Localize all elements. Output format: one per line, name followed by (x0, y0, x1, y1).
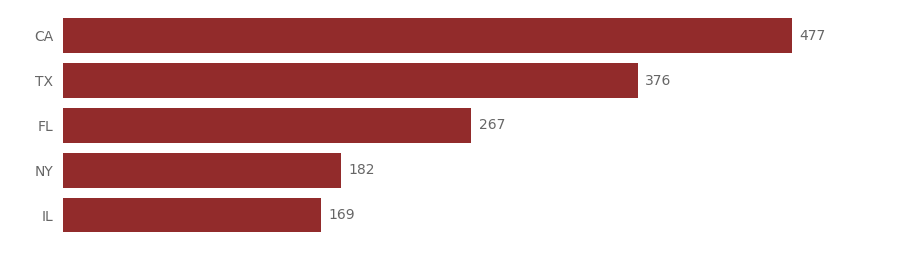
Bar (63, 198, 321, 232)
Text: 182: 182 (349, 163, 375, 177)
Bar (63, 108, 471, 143)
Bar (63, 18, 792, 53)
Text: 376: 376 (645, 74, 671, 88)
Text: 477: 477 (799, 29, 826, 43)
Bar (63, 153, 341, 188)
Text: 267: 267 (479, 119, 505, 132)
Text: 169: 169 (328, 208, 356, 222)
Bar (63, 63, 637, 98)
